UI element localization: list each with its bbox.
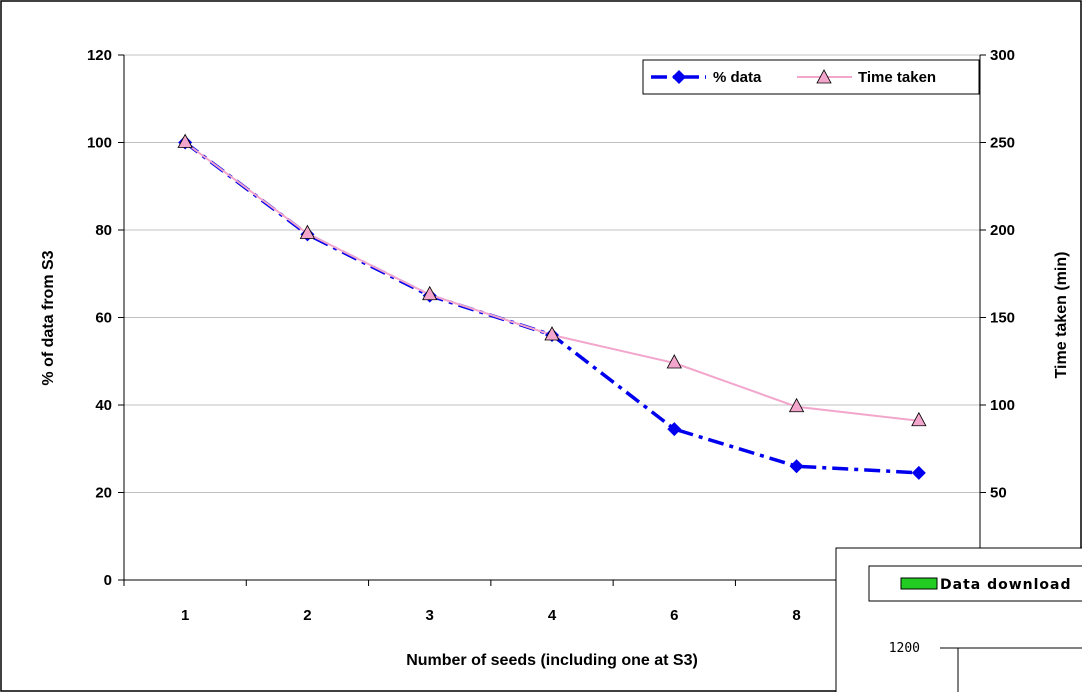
data-point-time-taken <box>299 224 316 239</box>
data-point-time-taken <box>422 285 438 301</box>
x-tick-label: 6 <box>670 607 678 624</box>
x-tick-label: 4 <box>548 607 557 624</box>
inset-chart-fragment: Data download 1200 <box>835 547 1082 692</box>
data-point-percent-data <box>667 422 682 437</box>
data-point-time-taken <box>911 411 927 427</box>
legend-label-percent-data: % data <box>713 69 762 86</box>
y-tick-label: 60 <box>95 310 112 327</box>
y2-tick-label: 100 <box>990 397 1015 414</box>
gridlines <box>124 54 980 493</box>
y-axis-title: % of data from S3 <box>40 250 57 385</box>
legend: % data Time taken <box>642 59 980 95</box>
y-tick-label: 0 <box>104 572 112 589</box>
legend-marker-triangle <box>816 69 832 84</box>
legend-label-time-taken: Time taken <box>858 69 936 86</box>
x-tick-label: 8 <box>792 607 800 624</box>
inset-tick-label: 1200 <box>889 641 920 656</box>
inset-legend-swatch <box>900 577 938 590</box>
data-point-time-taken <box>177 133 193 148</box>
inset-legend-label: Data download <box>940 577 1072 593</box>
y-tick-label: 80 <box>95 222 112 239</box>
data-point-time-taken <box>666 354 682 369</box>
data-point-time-taken <box>788 397 805 413</box>
y-tick-label: 20 <box>95 485 112 502</box>
series-layer <box>177 133 927 480</box>
x-tick-label: 2 <box>303 607 311 624</box>
y-tick-label: 40 <box>95 397 112 414</box>
y2-tick-label: 250 <box>990 135 1015 152</box>
y2-tick-label: 150 <box>990 310 1015 327</box>
x-tick-label: 1 <box>181 607 189 624</box>
x-axis-title: Number of seeds (including one at S3) <box>406 652 698 669</box>
x-tick-label: 3 <box>426 607 434 624</box>
data-point-percent-data <box>911 465 926 480</box>
y2-tick-label: 200 <box>990 222 1015 239</box>
data-point-percent-data <box>789 459 804 474</box>
y2-tick-label: 300 <box>990 47 1015 64</box>
right-axis-ticks: 50 100 150 200 250 300 <box>980 47 1015 502</box>
y2-tick-label: 50 <box>990 485 1007 502</box>
y-tick-label: 100 <box>87 135 112 152</box>
y-tick-label: 120 <box>87 47 112 64</box>
legend-marker-diamond <box>672 70 686 84</box>
data-point-time-taken <box>544 326 560 341</box>
y2-axis-title: Time taken (min) <box>1053 252 1070 379</box>
left-axis-ticks: 0 20 40 60 80 100 120 <box>87 47 124 589</box>
